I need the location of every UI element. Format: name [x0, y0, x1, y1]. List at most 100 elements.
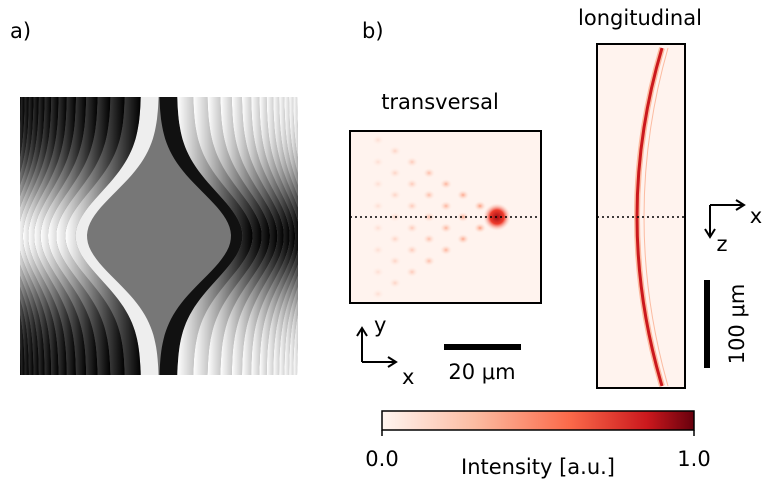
fringe — [372, 267, 384, 277]
fringe — [389, 168, 401, 178]
fringe — [457, 212, 469, 222]
axes-glyph — [704, 199, 746, 239]
fringe — [406, 223, 418, 233]
axes-glyph — [356, 326, 398, 368]
phase-stripe — [324, 95, 337, 375]
axis-label: z — [716, 232, 727, 256]
fringe — [423, 190, 435, 200]
phase-stripe — [20, 97, 45, 375]
phase-stripe — [303, 95, 325, 375]
phase-stripe — [28, 97, 76, 375]
fringe — [423, 234, 435, 244]
phase-stripe — [20, 97, 39, 375]
fringe — [406, 201, 418, 211]
fringe — [474, 201, 486, 211]
phase-stripe — [159, 97, 243, 375]
panel-title: transversal — [381, 90, 499, 114]
phase-stripe — [306, 95, 327, 375]
colorbar-label: Intensity [a.u.] — [461, 455, 615, 479]
phase-stripe — [320, 95, 335, 375]
phase-stripe — [34, 97, 87, 375]
phase-stripe — [231, 97, 284, 375]
phase-stripe — [327, 95, 339, 375]
phase-stripe — [20, 97, 52, 375]
phase-stripe — [297, 97, 298, 375]
phase-stripe — [322, 95, 336, 375]
fringe — [372, 223, 384, 233]
phase-stripe — [313, 95, 331, 375]
fringe — [389, 190, 401, 200]
phase-stripe — [314, 95, 331, 375]
fringe — [389, 234, 401, 244]
phase-stripe — [20, 97, 25, 375]
fringe — [372, 135, 384, 145]
phase-stripe — [22, 97, 67, 375]
colorbar-tick-label: 1.0 — [677, 447, 710, 471]
phase-stripe — [20, 97, 34, 375]
fringe — [440, 201, 452, 211]
fringe — [389, 256, 401, 266]
phase-stripe — [319, 95, 334, 375]
phase-stripe — [0, 95, 4, 375]
phase-stripe — [75, 97, 159, 375]
fringe — [406, 157, 418, 167]
phase-stripe — [316, 95, 332, 375]
phase-stripe — [273, 97, 298, 375]
fringe — [457, 234, 469, 244]
colorbar — [381, 410, 695, 431]
phase-stripe — [289, 97, 298, 375]
phase-stripe — [251, 97, 296, 375]
phase-stripe — [40, 97, 98, 375]
phase-stripe — [325, 95, 338, 375]
phase-stripe — [193, 97, 262, 375]
fringe — [389, 278, 401, 288]
phase-stripe — [321, 95, 335, 375]
fringe — [389, 146, 401, 156]
phase-stripe — [0, 95, 7, 375]
fringe — [423, 168, 435, 178]
phase-mask — [0, 95, 339, 375]
phase-stripe — [0, 95, 5, 375]
phase-stripe — [20, 97, 59, 375]
phase-stripe — [207, 97, 270, 375]
fringe — [406, 245, 418, 255]
panel-title: longitudinal — [578, 6, 702, 30]
phase-stripe — [325, 95, 337, 375]
phase-stripe — [0, 95, 12, 375]
phase-stripe — [259, 97, 298, 375]
phase-stripe — [311, 95, 330, 375]
fringe — [372, 179, 384, 189]
phase-stripe — [48, 97, 111, 375]
phase-stripe — [266, 97, 298, 375]
fringe — [423, 212, 435, 222]
phase-stripe — [220, 97, 278, 375]
axis-label: x — [750, 204, 762, 228]
fringe — [372, 201, 384, 211]
phase-stripe — [309, 95, 329, 375]
phase-stripe — [0, 95, 15, 375]
axis-label: x — [402, 365, 414, 389]
panel-label: a) — [10, 19, 31, 43]
fringe — [406, 267, 418, 277]
scale-label: 20 μm — [448, 360, 515, 384]
phase-stripe — [0, 95, 1, 375]
phase-stripe — [20, 97, 29, 375]
fringe — [440, 223, 452, 233]
phase-stripe — [0, 95, 10, 375]
phase-stripe — [0, 95, 18, 375]
phase-stripe — [293, 97, 298, 375]
phase-stripe — [317, 95, 333, 375]
phase-stripe — [177, 97, 253, 375]
colorbar-tick-label: 0.0 — [365, 447, 398, 471]
phase-stripe — [326, 95, 338, 375]
fringe — [474, 223, 486, 233]
phase-stripe — [284, 97, 298, 375]
phase-stripe — [0, 95, 2, 375]
phase-stripe — [300, 95, 323, 375]
transversal-image — [349, 130, 542, 304]
fringe — [457, 190, 469, 200]
fringe — [440, 245, 452, 255]
phase-stripe — [279, 97, 298, 375]
fringe — [372, 289, 384, 299]
